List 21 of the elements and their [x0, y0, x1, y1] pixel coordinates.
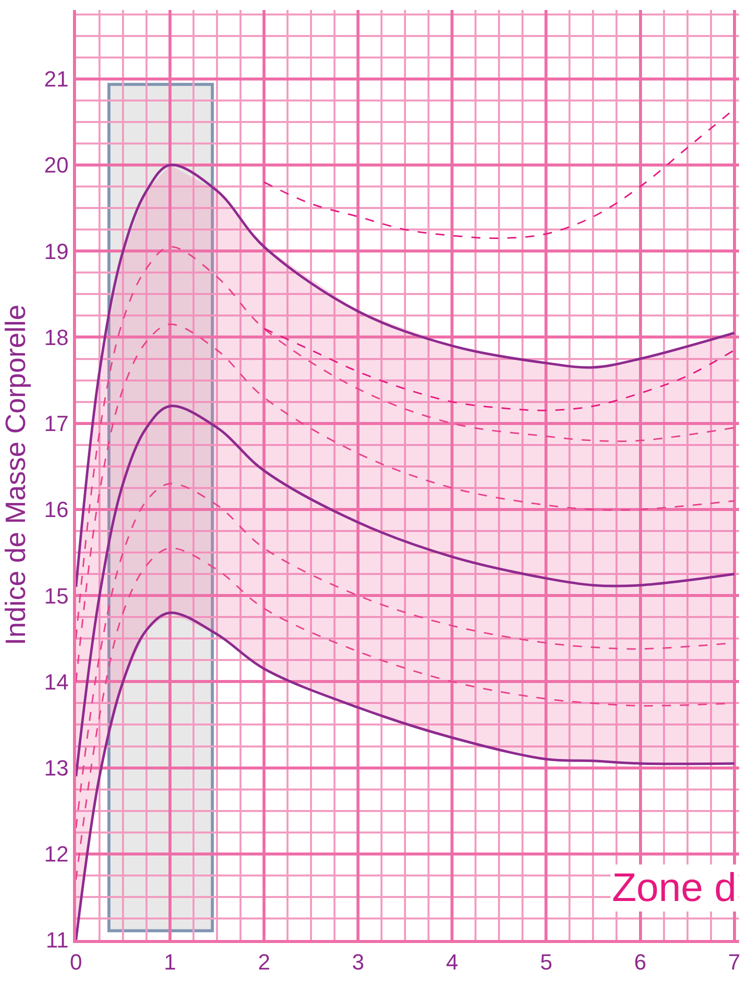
x-tick-label: 3 [352, 949, 364, 974]
x-tick-label: 0 [70, 949, 82, 974]
y-tick-label: 17 [44, 411, 69, 436]
x-tick-label: 5 [540, 949, 552, 974]
y-tick-label: 18 [44, 324, 69, 350]
y-tick-label: 20 [44, 152, 69, 178]
annotation: Zone d [612, 866, 737, 910]
y-axis-title: Indice de Masse Corporelle [0, 304, 31, 646]
x-tick-label: 4 [446, 949, 458, 974]
y-tick-label: 16 [44, 497, 69, 522]
y-tick-label: 11 [46, 928, 69, 953]
y-tick-label: 13 [44, 755, 69, 780]
x-tick-label: 7 [728, 949, 740, 974]
y-tick-label: 21 [44, 66, 69, 92]
y-tick-label: 12 [44, 842, 69, 867]
x-tick-label: 2 [258, 949, 270, 974]
x-tick-label: 1 [164, 949, 176, 974]
y-tick-label: 15 [44, 583, 69, 608]
x-tick-label: 6 [634, 949, 646, 974]
y-tick-label: 19 [44, 238, 69, 264]
y-tick-label: 14 [44, 669, 69, 694]
